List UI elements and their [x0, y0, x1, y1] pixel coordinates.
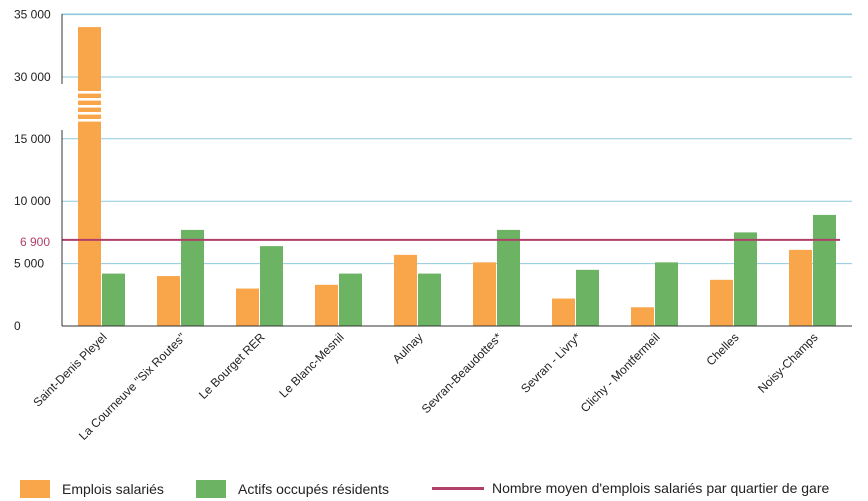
legend-label-emplois: Emplois salariés: [62, 481, 164, 497]
y-tick-label: 0: [14, 319, 21, 333]
y-tick-label: 35 000: [14, 8, 51, 22]
y-tick-label: 15 000: [14, 132, 51, 146]
bar-emplois: [315, 284, 338, 326]
legend-item-actifs: Actifs occupés résidents: [196, 480, 389, 498]
x-tick-label: Le Blanc-Mesnil: [276, 330, 346, 400]
x-tick-label: Noisy-Champs: [755, 330, 821, 396]
axis-break-stripe: [78, 105, 101, 108]
axis-break-stripe: [78, 91, 101, 94]
x-tick-label: Clichy - Montfermeil: [578, 330, 663, 415]
bar-emplois: [394, 254, 417, 326]
bar-actifs: [655, 262, 678, 326]
x-tick-label: Sevran-Beaudottes*: [419, 330, 505, 416]
y-tick-label: 30 000: [14, 70, 51, 84]
bar-actifs: [418, 273, 441, 326]
reference-line-group: 6 900: [20, 235, 840, 249]
bar-actifs: [576, 269, 599, 326]
bar-emplois: [552, 298, 575, 326]
axes: [61, 14, 852, 327]
axis-break-stripe: [78, 119, 101, 122]
reference-line-label: 6 900: [20, 235, 50, 249]
y-tick-labels: 0 5 000 10 000 15 000 30 000 35 000: [14, 8, 51, 333]
bar-actifs: [102, 273, 125, 326]
x-tick-label: Saint-Denis Pleyel: [30, 330, 109, 409]
bar-emplois: [78, 27, 101, 327]
x-tick-label: Chelles: [703, 330, 741, 368]
bar-emplois: [789, 249, 812, 326]
bar-emplois: [236, 288, 259, 326]
bar-actifs: [260, 246, 283, 326]
bars: [78, 27, 836, 327]
legend-item-moyenne: Nombre moyen d'emplois salariés par quar…: [432, 480, 829, 496]
bar-emplois: [157, 276, 180, 326]
bar-actifs: [497, 229, 520, 326]
bar-emplois: [473, 262, 496, 326]
legend-label-moyenne: Nombre moyen d'emplois salariés par quar…: [492, 480, 830, 496]
bar-actifs: [181, 229, 204, 326]
bar-actifs: [813, 214, 836, 326]
x-tick-label: Le Bourget RER: [196, 330, 268, 402]
legend-line-moyenne: [432, 486, 484, 490]
legend-label-actifs: Actifs occupés résidents: [238, 481, 389, 497]
bar-actifs: [339, 273, 362, 326]
x-tick-label: Sevran - Livry*: [518, 330, 584, 396]
legend-item-emplois: Emplois salariés: [20, 480, 164, 498]
x-tick-label: Aulnay: [390, 330, 426, 366]
bar-actifs: [734, 232, 757, 326]
axis-break-stripe: [78, 98, 101, 101]
legend-swatch-actifs: [196, 480, 226, 498]
y-tick-label: 5 000: [14, 257, 44, 271]
legend: Emplois salariés Actifs occupés résident…: [0, 478, 868, 500]
gridlines: [62, 13, 852, 265]
bar-emplois: [710, 279, 733, 326]
y-tick-label: 10 000: [14, 194, 51, 208]
axis-break-stripe: [78, 112, 101, 115]
legend-swatch-emplois: [20, 480, 50, 498]
bar-emplois: [631, 307, 654, 326]
